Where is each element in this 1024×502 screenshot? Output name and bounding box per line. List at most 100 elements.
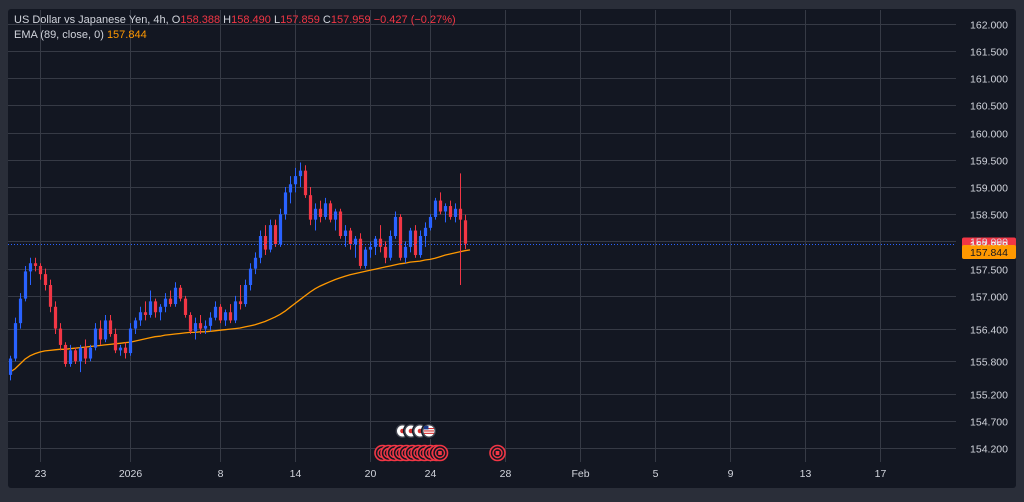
candle-up[interactable]	[333, 208, 338, 231]
candle-up[interactable]	[283, 186, 288, 220]
candle-up[interactable]	[443, 203, 448, 223]
candles[interactable]	[8, 162, 468, 381]
candle-down[interactable]	[383, 241, 388, 264]
candle-down[interactable]	[303, 165, 308, 198]
candle-down[interactable]	[338, 208, 343, 239]
candle-down[interactable]	[378, 225, 383, 253]
candle-down[interactable]	[183, 295, 188, 318]
candle-down[interactable]	[123, 342, 128, 359]
candle-up[interactable]	[138, 306, 143, 326]
candle-down[interactable]	[83, 339, 88, 364]
candle-up[interactable]	[23, 265, 28, 302]
candle-down[interactable]	[188, 312, 193, 335]
candle-down[interactable]	[168, 290, 173, 307]
candle-down[interactable]	[263, 225, 268, 256]
economic-events[interactable]	[374, 422, 506, 462]
candle-down[interactable]	[413, 225, 418, 258]
candle-up[interactable]	[158, 304, 163, 321]
candle-down[interactable]	[273, 219, 278, 247]
candle-down[interactable]	[38, 263, 43, 280]
candle-down[interactable]	[318, 200, 323, 223]
economic-event-icon[interactable]	[489, 444, 506, 462]
candle-up[interactable]	[278, 208, 283, 247]
candle-down[interactable]	[48, 279, 53, 313]
price-axis[interactable]: 162.000 161.500 161.000 160.500 160.000 159.5…	[970, 20, 1008, 456]
candle-up[interactable]	[223, 309, 228, 326]
candle-up[interactable]	[243, 279, 248, 307]
candle-down[interactable]	[358, 233, 363, 269]
candle-down[interactable]	[238, 285, 243, 310]
candle-up[interactable]	[433, 197, 438, 220]
candle-up[interactable]	[248, 263, 253, 291]
candle-up[interactable]	[213, 301, 218, 321]
candle-up[interactable]	[408, 227, 413, 253]
candle-down[interactable]	[53, 301, 58, 335]
candle-down[interactable]	[438, 192, 443, 215]
candle-up[interactable]	[293, 167, 298, 193]
candle-up[interactable]	[13, 317, 18, 362]
candle-up[interactable]	[353, 236, 358, 258]
candle-up[interactable]	[253, 252, 258, 275]
candle-up[interactable]	[18, 293, 23, 329]
candle-down[interactable]	[308, 186, 313, 226]
candle-down[interactable]	[328, 200, 333, 223]
candle-up[interactable]	[148, 290, 153, 318]
candle-up[interactable]	[68, 344, 73, 367]
candle-down[interactable]	[33, 257, 38, 272]
candle-up[interactable]	[163, 293, 168, 313]
candle-up[interactable]	[88, 344, 93, 362]
candle-up[interactable]	[133, 317, 138, 335]
candle-down[interactable]	[63, 342, 68, 367]
candle-up[interactable]	[368, 241, 373, 258]
candle-up[interactable]	[388, 230, 393, 261]
candle-down[interactable]	[98, 320, 103, 345]
time-axis[interactable]: 23 2026 8 14 20 24 28 Feb 5 9 13 17	[35, 468, 887, 480]
candle-down[interactable]	[198, 314, 203, 335]
candle-down[interactable]	[448, 200, 453, 220]
candle-up[interactable]	[8, 355, 13, 381]
candle-up[interactable]	[78, 344, 83, 373]
candle-up[interactable]	[323, 197, 328, 220]
candle-up[interactable]	[313, 203, 318, 231]
us-flag-event-icon[interactable]	[420, 422, 438, 440]
candle-up[interactable]	[453, 203, 458, 223]
candle-up[interactable]	[393, 211, 398, 239]
candle-down[interactable]	[398, 214, 403, 261]
candle-up[interactable]	[298, 162, 303, 187]
candle-down[interactable]	[463, 214, 468, 250]
candle-down[interactable]	[153, 298, 158, 318]
economic-event-icon[interactable]	[431, 444, 449, 462]
candle-up[interactable]	[363, 246, 368, 269]
candle-down[interactable]	[458, 173, 463, 286]
candle-up[interactable]	[418, 230, 423, 258]
candle-up[interactable]	[423, 222, 428, 247]
candle-up[interactable]	[233, 295, 238, 324]
candle-up[interactable]	[28, 257, 33, 286]
candle-up[interactable]	[118, 344, 123, 356]
candle-down[interactable]	[143, 301, 148, 321]
candle-down[interactable]	[113, 328, 118, 354]
candle-up[interactable]	[103, 314, 108, 343]
candle-down[interactable]	[228, 304, 233, 324]
candle-up[interactable]	[373, 236, 378, 256]
candle-down[interactable]	[178, 285, 183, 302]
candle-up[interactable]	[208, 312, 213, 332]
candle-down[interactable]	[43, 268, 48, 291]
candle-down[interactable]	[218, 304, 223, 324]
candle-up[interactable]	[93, 323, 98, 351]
candle-up[interactable]	[288, 176, 293, 204]
candle-up[interactable]	[173, 282, 178, 307]
candle-up[interactable]	[193, 317, 198, 340]
candle-down[interactable]	[58, 323, 63, 351]
candle-up[interactable]	[343, 225, 348, 247]
candle-up[interactable]	[203, 320, 208, 335]
candle-up[interactable]	[268, 219, 273, 253]
ema-price-tag[interactable]	[962, 244, 1016, 259]
candle-down[interactable]	[348, 227, 353, 250]
candle-up[interactable]	[128, 323, 133, 356]
candle-down[interactable]	[108, 314, 113, 337]
candle-up[interactable]	[428, 214, 433, 231]
candle-down[interactable]	[73, 347, 78, 364]
